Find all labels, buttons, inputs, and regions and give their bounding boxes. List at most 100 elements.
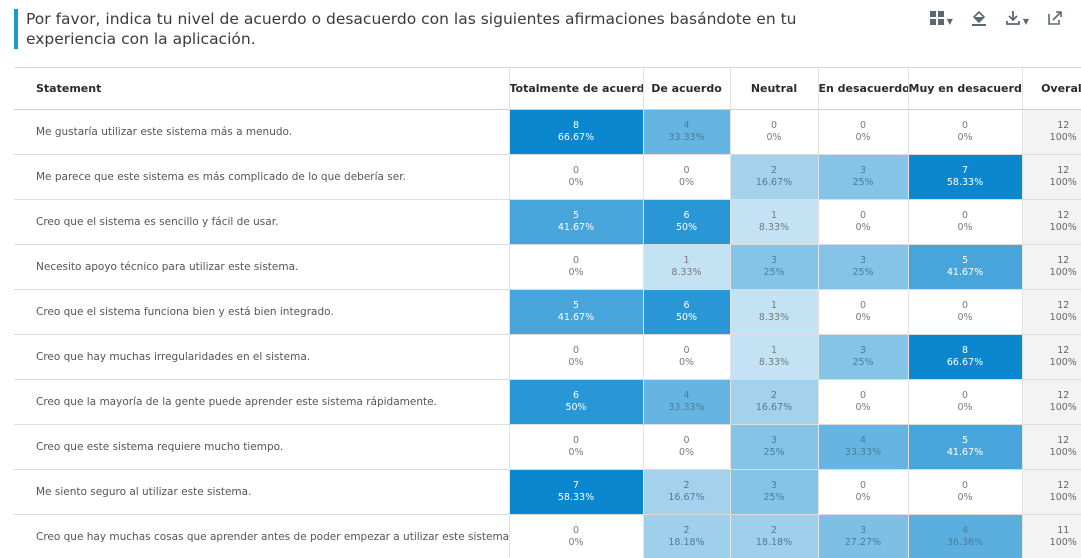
value-cell: 2 16.67%	[642, 469, 730, 515]
table-row: Me parece que este sistema es más compli…	[14, 154, 1081, 200]
chart-type-button[interactable]: ▼	[929, 10, 953, 26]
cell-count: 8	[961, 345, 969, 356]
cell-percent: 25%	[852, 177, 874, 188]
cell-percent: 41.67%	[557, 222, 595, 233]
table-row: Me siento seguro al utilizar este sistem…	[14, 469, 1081, 515]
overall-percent: 100%	[1049, 357, 1077, 368]
cell-percent: 8.33%	[758, 222, 790, 233]
value-cell: 0 0%	[642, 334, 730, 380]
download-button[interactable]: ▼	[1005, 10, 1029, 26]
overall-cell: 12 100%	[1021, 469, 1081, 515]
cell-count: 2	[770, 525, 778, 536]
table-row: Creo que este sistema requiere mucho tie…	[14, 424, 1081, 470]
cell-percent: 33.33%	[668, 402, 705, 413]
cell-percent: 0%	[855, 222, 871, 233]
overall-cell: 12 100%	[1021, 424, 1081, 470]
question-title: Por favor, indica tu nivel de acuerdo o …	[26, 10, 797, 48]
cell-percent: 0%	[855, 312, 871, 323]
overall-percent: 100%	[1049, 492, 1077, 503]
overall-cell: 12 100%	[1021, 289, 1081, 335]
table-row: Creo que el sistema funciona bien y está…	[14, 289, 1081, 335]
statement-cell: Necesito apoyo técnico para utilizar est…	[14, 244, 509, 290]
cell-percent: 0%	[568, 267, 584, 278]
cell-count: 3	[770, 255, 778, 266]
cell-count: 7	[572, 480, 580, 491]
cell-count: 4	[683, 390, 690, 401]
value-cell: 5 41.67%	[907, 244, 1022, 290]
value-cell: 0 0%	[907, 109, 1022, 155]
cell-percent: 16.67%	[755, 177, 793, 188]
accent-bar	[14, 9, 18, 49]
value-cell: 0 0%	[817, 199, 908, 245]
value-cell: 5 41.67%	[907, 424, 1022, 470]
column-header-de-acuerdo[interactable]: De acuerdo	[642, 67, 730, 110]
value-cell: 3 25%	[729, 244, 818, 290]
cell-count: 5	[572, 300, 580, 311]
cell-count: 5	[961, 435, 969, 446]
chevron-down-icon: ▼	[946, 16, 953, 26]
cell-count: 5	[961, 255, 969, 266]
value-cell: 0 0%	[907, 289, 1022, 335]
cell-count: 4	[961, 525, 969, 536]
overall-cell: 12 100%	[1021, 199, 1081, 245]
cell-count: 1	[770, 345, 778, 356]
cell-count: 3	[859, 255, 867, 266]
column-header-totalmente-de-acuerdo[interactable]: Totalmente de acuerdo	[508, 67, 643, 110]
overall-count: 12	[1057, 390, 1070, 401]
chevron-down-icon: ▼	[1022, 16, 1029, 26]
value-cell: 0 0%	[907, 379, 1022, 425]
cell-count: 2	[770, 165, 778, 176]
value-cell: 7 58.33%	[508, 469, 643, 515]
cell-count: 8	[572, 120, 580, 131]
value-cell: 0 0%	[817, 379, 908, 425]
cell-count: 0	[683, 345, 690, 356]
overall-percent: 100%	[1049, 447, 1077, 458]
overall-count: 12	[1057, 435, 1070, 446]
column-header-statement[interactable]: Statement	[14, 67, 509, 110]
cell-percent: 58.33%	[946, 177, 984, 188]
cell-percent: 25%	[763, 447, 785, 458]
value-cell: 0 0%	[907, 469, 1022, 515]
statement-cell: Me parece que este sistema es más compli…	[14, 154, 509, 200]
cell-count: 2	[683, 525, 690, 536]
value-cell: 3 25%	[817, 154, 908, 200]
cell-count: 0	[961, 120, 969, 131]
value-cell: 8 66.67%	[508, 109, 643, 155]
column-header-neutral[interactable]: Neutral	[729, 67, 818, 110]
cell-percent: 0%	[855, 402, 871, 413]
value-cell: 1 8.33%	[729, 289, 818, 335]
overall-count: 12	[1057, 345, 1070, 356]
overall-percent: 100%	[1049, 312, 1077, 323]
cell-percent: 41.67%	[946, 447, 984, 458]
cell-count: 0	[961, 210, 969, 221]
value-cell: 0 0%	[907, 199, 1022, 245]
value-cell: 6 50%	[642, 289, 730, 335]
column-header-muy-en-desacuerdo[interactable]: Muy en desacuerdo	[907, 67, 1022, 110]
statement-cell: Creo que hay muchas cosas que aprender a…	[14, 514, 509, 558]
cell-percent: 0%	[766, 132, 782, 143]
cell-count: 4	[683, 120, 690, 131]
value-cell: 0 0%	[508, 334, 643, 380]
cell-count: 0	[859, 390, 867, 401]
download-icon	[1005, 10, 1021, 26]
overall-percent: 100%	[1049, 222, 1077, 233]
column-header-overall[interactable]: Overall	[1021, 67, 1081, 110]
cell-percent: 0%	[568, 537, 584, 548]
cell-count: 3	[859, 345, 867, 356]
overall-percent: 100%	[1049, 267, 1077, 278]
cell-percent: 0%	[568, 357, 584, 368]
value-cell: 0 0%	[729, 109, 818, 155]
cell-count: 1	[770, 300, 778, 311]
table-row: Me gustaría utilizar este sistema más a …	[14, 109, 1081, 155]
overall-cell: 12 100%	[1021, 379, 1081, 425]
share-button[interactable]	[1047, 10, 1063, 26]
overall-percent: 100%	[1049, 537, 1077, 548]
cell-count: 5	[572, 210, 580, 221]
value-cell: 6 50%	[642, 199, 730, 245]
cell-count: 0	[859, 480, 867, 491]
color-button[interactable]	[971, 10, 987, 26]
column-header-en-desacuerdo[interactable]: En desacuerdo	[817, 67, 908, 110]
overall-cell: 12 100%	[1021, 334, 1081, 380]
cell-count: 3	[770, 480, 778, 491]
cell-percent: 8.33%	[671, 267, 702, 278]
